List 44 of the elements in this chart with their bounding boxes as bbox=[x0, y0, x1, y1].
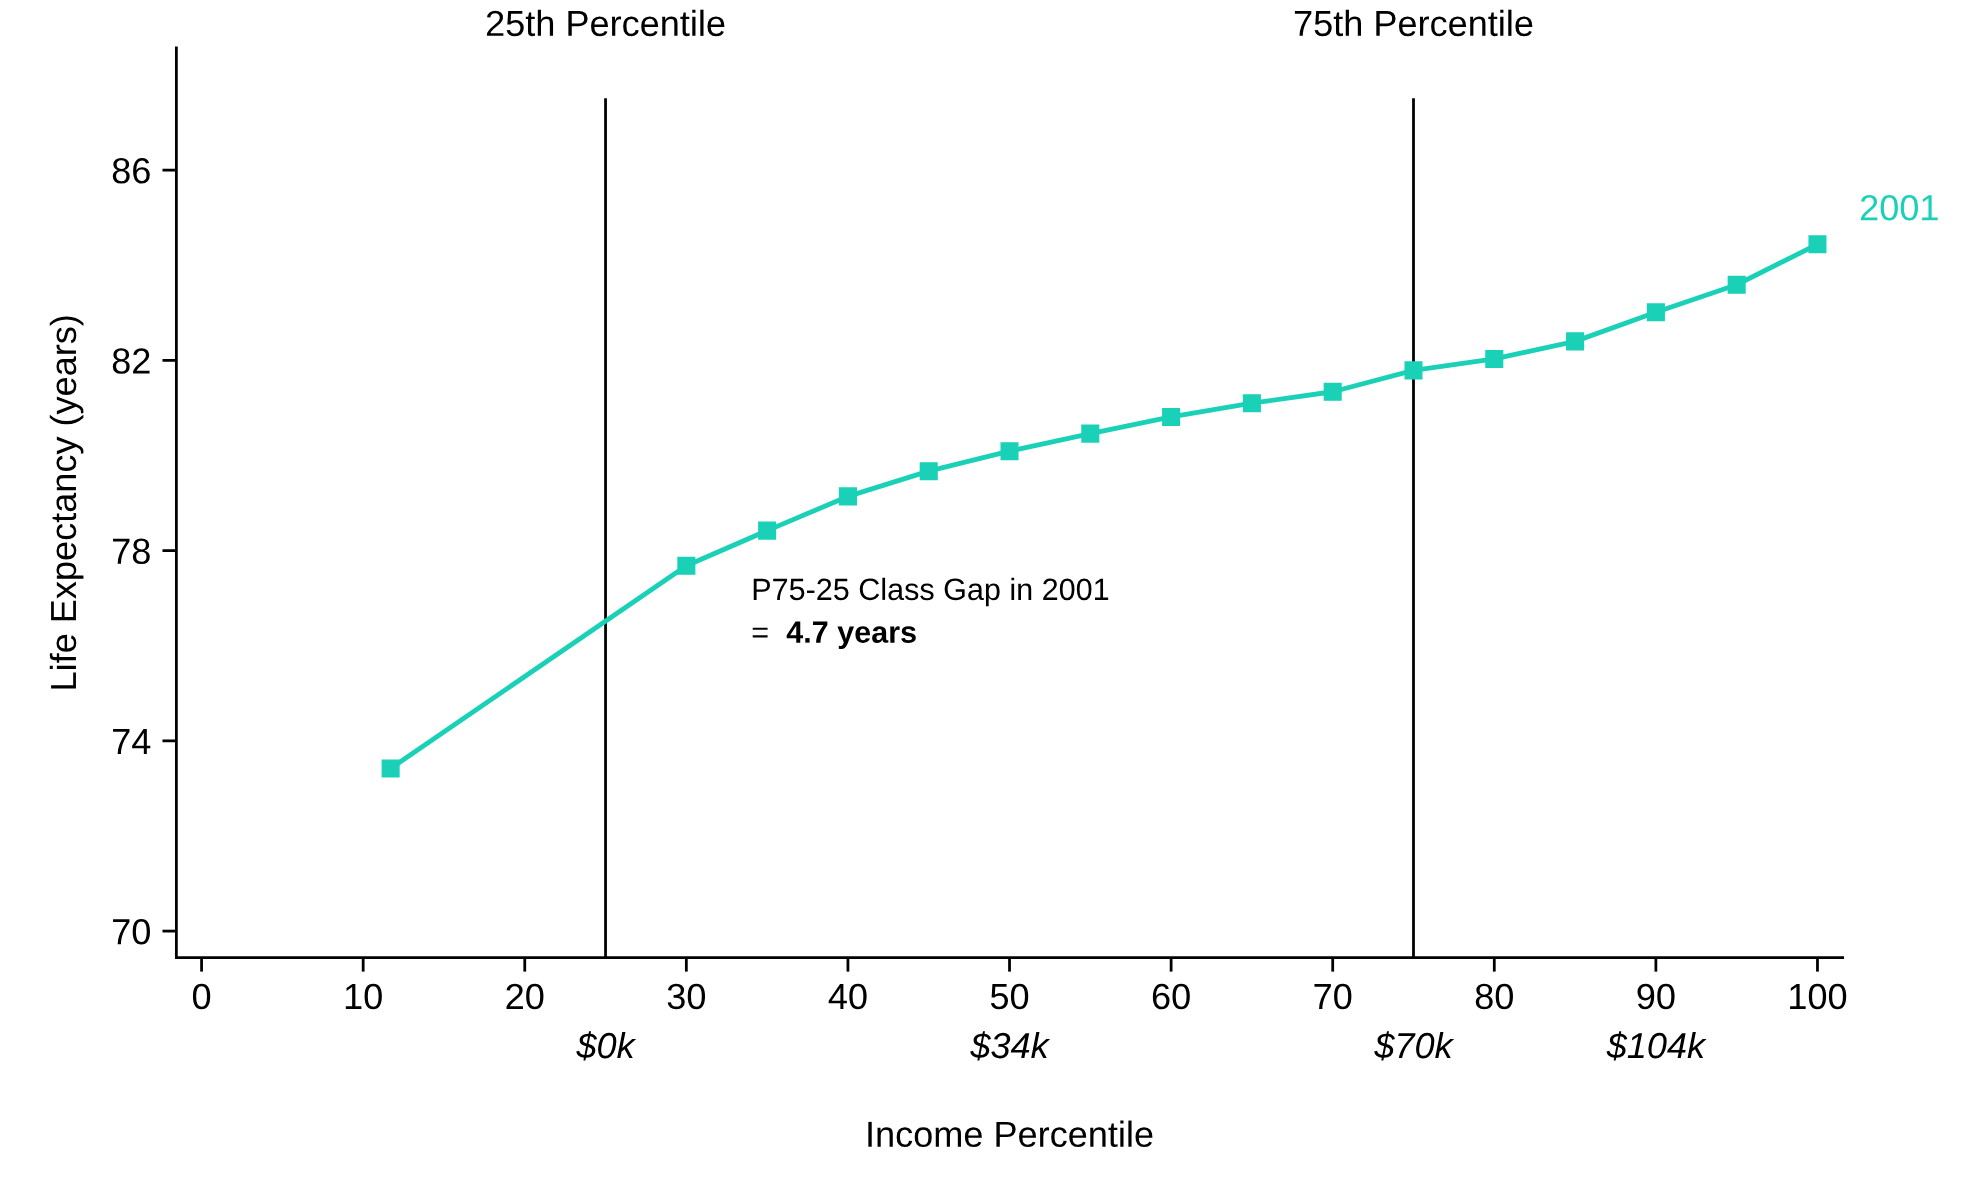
point bbox=[1242, 394, 1261, 413]
annotation: P75-25 Class Gap in 2001 bbox=[753, 577, 1109, 607]
y-tick-label: 82 bbox=[112, 348, 150, 374]
x-axis-title: Income Percentile bbox=[868, 1120, 1153, 1148]
x-tick-label: 60 bbox=[1152, 983, 1190, 1010]
point bbox=[1000, 442, 1019, 461]
point bbox=[758, 521, 777, 540]
ref-line-label: 25th Percentile bbox=[486, 9, 725, 37]
y-tick-label: 78 bbox=[113, 538, 150, 565]
point bbox=[677, 556, 696, 575]
point bbox=[1646, 303, 1665, 322]
series-label: 2001 bbox=[1860, 194, 1938, 221]
x-tick-label: 50 bbox=[990, 983, 1029, 1010]
x-tick-label: 20 bbox=[506, 983, 544, 1010]
y-tick-label: 70 bbox=[113, 918, 150, 945]
ref-line-label: 75th Percentile bbox=[1294, 9, 1533, 37]
x-tick-label: 100 bbox=[1790, 983, 1847, 1010]
point bbox=[381, 759, 400, 778]
point bbox=[1727, 275, 1746, 294]
x-tick-label: 0 bbox=[192, 983, 211, 1010]
y-axis-title: Life Expectancy (years) bbox=[49, 316, 84, 689]
x-tick-label: 80 bbox=[1475, 983, 1513, 1010]
point bbox=[1404, 361, 1423, 380]
point bbox=[1081, 424, 1100, 443]
point bbox=[1566, 332, 1585, 351]
point bbox=[919, 462, 938, 481]
x-tick-label: 90 bbox=[1637, 983, 1675, 1010]
annotation: = bbox=[752, 627, 768, 638]
point bbox=[1808, 235, 1827, 254]
text: $34k bbox=[970, 1031, 1051, 1061]
x-tick-label: 30 bbox=[667, 983, 706, 1010]
y-tick-label: 74 bbox=[113, 729, 151, 754]
point bbox=[1323, 382, 1342, 401]
text: $70k bbox=[1374, 1031, 1455, 1061]
point bbox=[838, 487, 857, 506]
x-tick-label: 70 bbox=[1314, 983, 1352, 1010]
y-tick-label: 86 bbox=[112, 158, 150, 184]
x-tick-label: 10 bbox=[345, 983, 382, 1010]
point bbox=[1485, 349, 1504, 368]
text: $0k bbox=[576, 1031, 637, 1061]
x-tick-label: 40 bbox=[828, 983, 867, 1010]
text: $104k bbox=[1606, 1031, 1707, 1061]
point bbox=[1162, 407, 1181, 426]
annotation: 4.7 years bbox=[786, 621, 916, 649]
